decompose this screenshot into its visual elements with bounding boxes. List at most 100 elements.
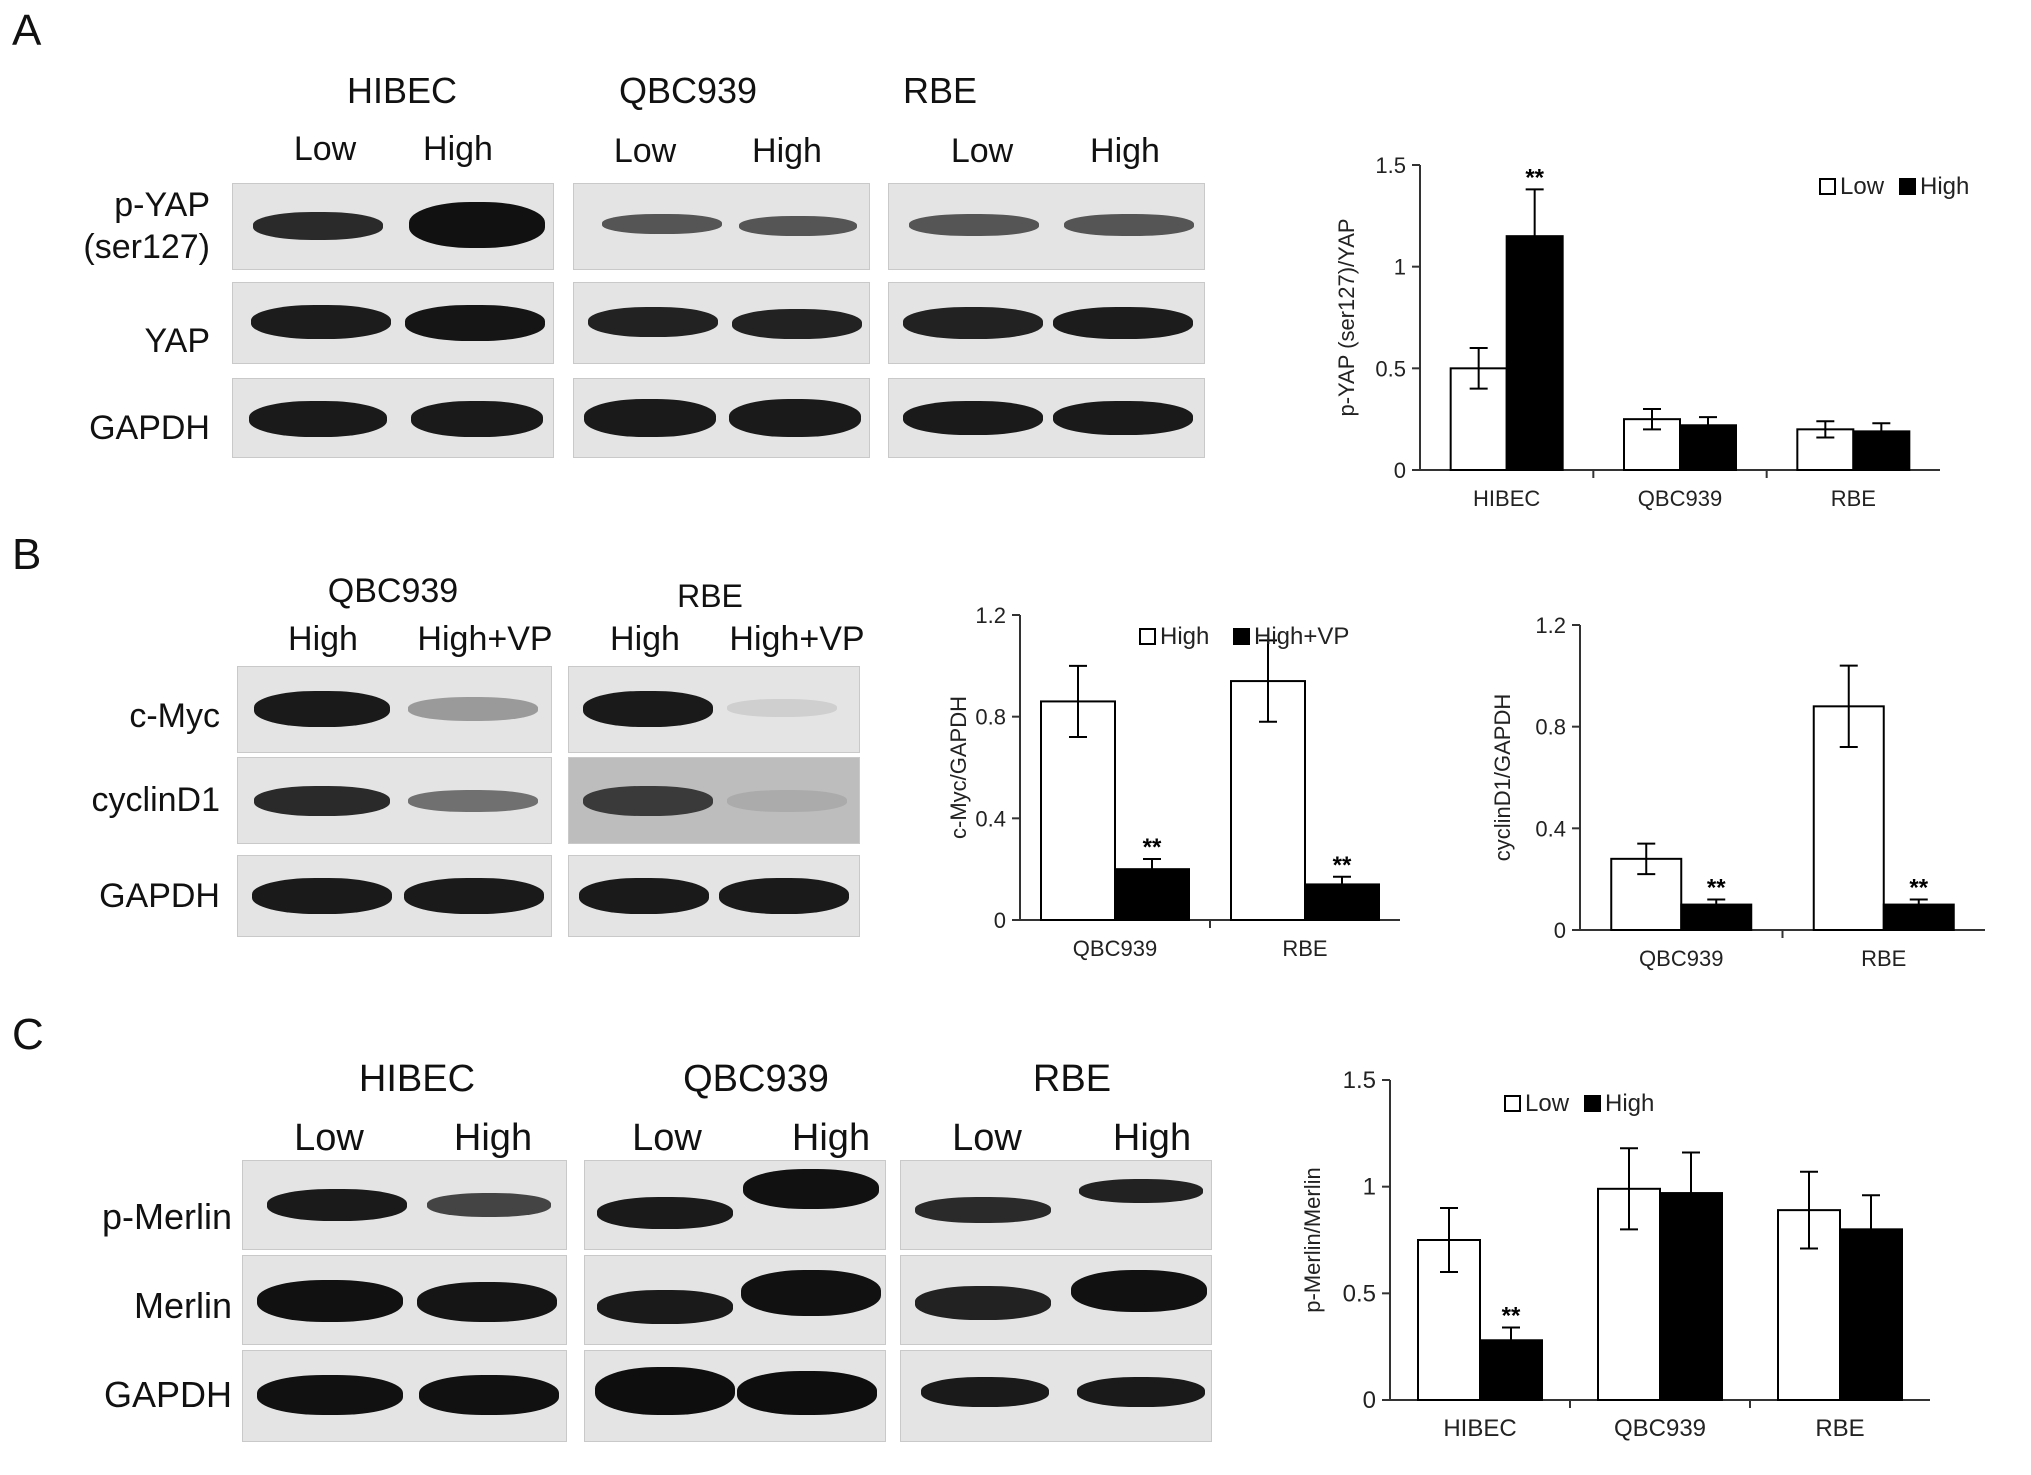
legend-label: Low <box>1840 173 1885 200</box>
band <box>251 305 391 339</box>
legend-swatch <box>1899 178 1916 195</box>
y-tick-label: 0 <box>1363 1387 1376 1414</box>
significance-label: ** <box>1707 875 1726 902</box>
x-tick-label: HIBEC <box>1473 486 1540 511</box>
blot-strip <box>888 183 1205 270</box>
blot-strip <box>232 282 554 364</box>
panel-letter-c: C <box>12 1010 44 1059</box>
y-tick-label: 0.5 <box>1375 356 1406 381</box>
panel-letter-b: B <box>12 530 42 579</box>
blot-b-row-label: c-Myc <box>129 697 220 735</box>
band <box>1064 214 1194 236</box>
blot-b-group-rbe: RBE <box>677 578 743 614</box>
blot-c-row-label: Merlin <box>133 1285 232 1326</box>
band <box>254 786 390 816</box>
blot-c-group-qbc939: QBC939 <box>683 1058 829 1100</box>
band <box>417 1282 557 1322</box>
blot-b-lane: High <box>288 620 358 658</box>
band <box>1077 1377 1205 1407</box>
y-tick-label: 1.5 <box>1375 153 1406 178</box>
bar <box>1597 1187 1661 1401</box>
y-tick-label: 1 <box>1394 255 1406 280</box>
blot-c-row-label: GAPDH <box>103 1374 232 1415</box>
blot-b-row-label: GAPDH <box>99 877 220 915</box>
band <box>583 786 713 816</box>
y-tick-label: 1 <box>1363 1174 1376 1201</box>
blot-strip <box>237 855 552 937</box>
legend-label: High <box>1160 623 1209 650</box>
band <box>588 307 718 337</box>
y-axis-label: cyclinD1/GAPDH <box>1490 694 1515 861</box>
blot-strip <box>900 1255 1212 1345</box>
band <box>249 401 387 437</box>
band <box>727 699 837 717</box>
band <box>595 1367 735 1415</box>
blot-b-group-qbc939: QBC939 <box>327 572 459 610</box>
blot-c-lane: High <box>1112 1117 1192 1159</box>
y-tick-label: 1.2 <box>975 603 1006 628</box>
band <box>408 790 538 812</box>
blot-strip <box>573 183 870 270</box>
blot-strip <box>568 666 860 753</box>
band <box>597 1290 733 1324</box>
blot-a-row-label: p-YAP (ser127) <box>83 186 210 266</box>
blot-b-lane: High <box>610 620 680 658</box>
blot-strip <box>584 1350 886 1442</box>
chart-c: 0 0.5 1 1.5 p-Merlin/Merlin HIBEC ** QBC939 RBE L… <box>1300 1067 1930 1442</box>
band <box>419 1375 559 1415</box>
blot-c-lane: Low <box>952 1117 1022 1159</box>
blot-strip <box>888 378 1205 458</box>
band <box>743 1169 879 1209</box>
blot-c-group-hibec: HIBEC <box>358 1058 476 1100</box>
significance-label: ** <box>1502 1302 1521 1329</box>
band <box>257 1280 403 1322</box>
band <box>719 878 849 914</box>
x-tick-label: QBC939 <box>1073 936 1157 961</box>
x-tick-label: RBE <box>1282 936 1327 961</box>
x-tick-label: QBC939 <box>1614 1415 1706 1442</box>
blot-strip <box>568 855 860 937</box>
band <box>1071 1270 1207 1312</box>
x-tick-label: QBC939 <box>1639 946 1723 971</box>
band <box>584 399 716 437</box>
significance-label: ** <box>1143 834 1162 861</box>
band <box>1053 307 1193 339</box>
y-tick-label: 0.4 <box>975 806 1006 831</box>
blot-a-group-rbe: RBE <box>902 70 978 111</box>
x-tick-label: RBE <box>1831 486 1876 511</box>
panel-letter-a: A <box>12 6 42 55</box>
blot-strip <box>900 1160 1212 1250</box>
blot-c-lane: Low <box>632 1117 702 1159</box>
band <box>729 399 861 437</box>
blot-a-row-label: YAP <box>144 322 210 360</box>
y-tick-label: 0.4 <box>1535 816 1566 841</box>
blot-a-row-label: GAPDH <box>89 409 210 447</box>
band <box>909 214 1039 236</box>
blot-strip <box>584 1255 886 1345</box>
band <box>583 691 713 727</box>
blot-strip <box>242 1160 567 1250</box>
blot-c-lane: High <box>791 1117 871 1159</box>
legend-label: Low <box>1525 1090 1570 1117</box>
band <box>602 214 722 234</box>
blot-a-lane: High <box>1090 132 1160 170</box>
band <box>1053 401 1193 435</box>
blot-strip <box>237 757 552 844</box>
x-tick-label: RBE <box>1815 1415 1864 1442</box>
x-tick-label: HIBEC <box>1443 1415 1516 1442</box>
legend-label: High <box>1605 1090 1654 1117</box>
y-axis-label: p-Merlin/Merlin <box>1300 1167 1325 1312</box>
significance-label: ** <box>1909 875 1928 902</box>
legend-label: High+VP <box>1254 623 1349 650</box>
band <box>579 878 709 914</box>
blot-b-row-label: cyclinD1 <box>91 781 220 819</box>
band <box>915 1197 1051 1223</box>
band <box>903 401 1043 435</box>
y-tick-label: 0 <box>994 908 1006 933</box>
y-tick-label: 1.2 <box>1535 613 1566 638</box>
x-tick-label: RBE <box>1861 946 1906 971</box>
bar <box>1812 705 1885 932</box>
blot-c-lane: High <box>453 1117 533 1159</box>
blot-strip <box>888 282 1205 364</box>
blot-a-lane: Low <box>613 132 677 170</box>
